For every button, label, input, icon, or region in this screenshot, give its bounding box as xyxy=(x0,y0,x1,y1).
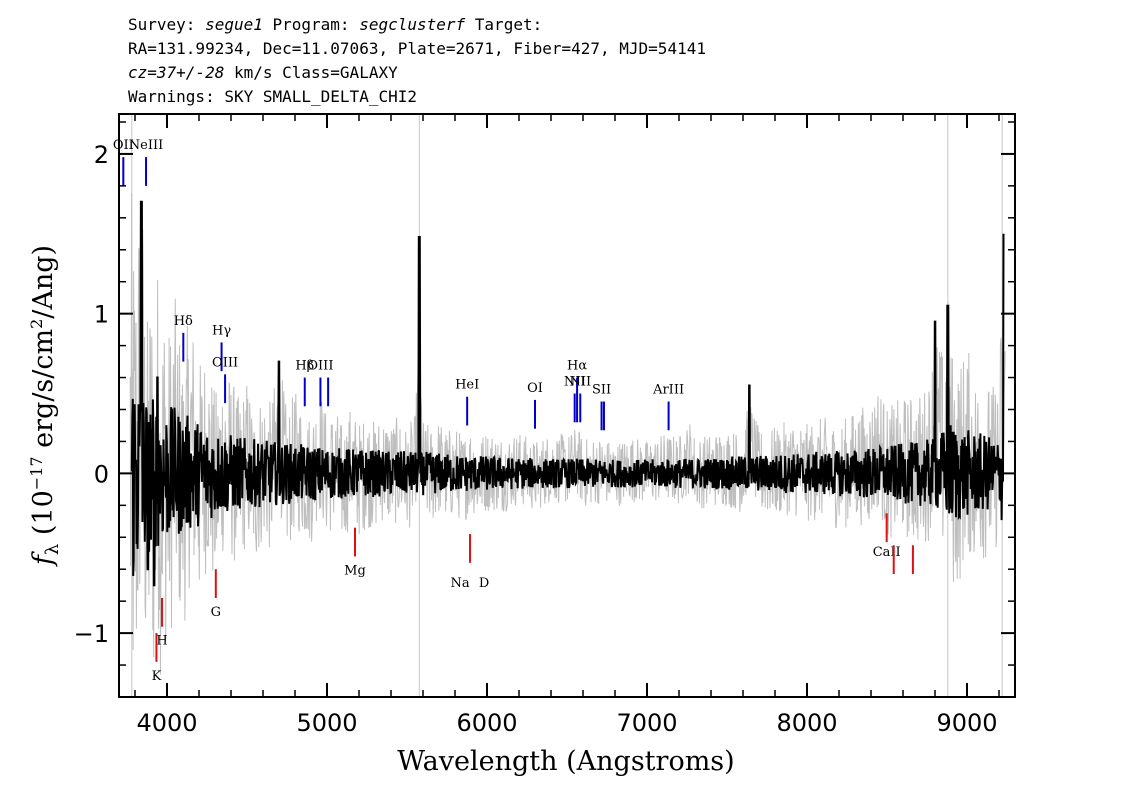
header-line-4: Warnings: SKY SMALL_DELTA_CHI2 xyxy=(128,87,417,106)
absorption-line-label: D xyxy=(479,576,489,591)
emission-line-label: OI xyxy=(527,381,543,396)
error-trace xyxy=(129,192,1006,675)
header: Survey: segue1 Program: segclusterf Targ… xyxy=(128,15,706,106)
absorption-line-label: G xyxy=(211,605,221,620)
plot-border xyxy=(118,113,1016,698)
header-line-2: RA=131.99234, Dec=11.07063, Plate=2671, … xyxy=(128,39,706,58)
emission-line-label: OIII xyxy=(307,359,333,374)
axis-ticks: 4000 5000 6000 7000 8000 9000 −1 0 1 2 xyxy=(74,114,1015,737)
plot-frame xyxy=(118,113,1016,698)
y-tick-label: −1 xyxy=(74,620,109,648)
x-tick-label: 5000 xyxy=(296,709,357,737)
emission-line-label: NeIII xyxy=(129,138,163,153)
x-tick-label: 4000 xyxy=(136,709,197,737)
emission-line-label: HeI xyxy=(455,378,479,393)
emission-line-label: NII xyxy=(564,375,586,390)
x-axis-title: Wavelength (Angstroms) xyxy=(397,746,734,777)
absorption-line-label: Mg xyxy=(344,563,366,578)
y-tick-label: 0 xyxy=(94,460,109,488)
emission-line-label: ArIII xyxy=(652,383,684,398)
emission-line-label: OIII xyxy=(212,355,238,370)
y-tick-label: 2 xyxy=(94,141,109,169)
emission-line-label: Hα xyxy=(567,359,587,374)
y-axis-title: fλ (10−17 erg/s/cm2/Ang) xyxy=(27,245,63,567)
emission-line-label: NII xyxy=(569,375,591,390)
emission-line-label: Hδ xyxy=(174,314,193,329)
header-line-1: Survey: segue1 Program: segclusterf Targ… xyxy=(128,15,542,34)
y-tick-label: 1 xyxy=(94,301,109,329)
emission-line-label: SII xyxy=(592,383,611,398)
header-line-3: cz=37+/-28 km/s Class=GALAXY xyxy=(128,63,398,82)
absorption-line-label: Na xyxy=(450,576,469,591)
absorption-line-label: K xyxy=(152,669,162,684)
x-tick-label: 8000 xyxy=(776,709,837,737)
flux-series xyxy=(130,200,1005,587)
flux-trace xyxy=(130,200,1005,587)
emission-line-label: Hβ xyxy=(295,359,314,374)
x-tick-label: 6000 xyxy=(456,709,517,737)
x-tick-label: 7000 xyxy=(616,709,677,737)
absorption-line-label: CaII xyxy=(873,545,901,560)
error-series xyxy=(129,192,1006,675)
absorption-line-label: H xyxy=(156,634,167,649)
vertical-grid-lines xyxy=(131,114,1003,697)
x-tick-label: 9000 xyxy=(936,709,997,737)
emission-line-label: Hγ xyxy=(212,323,231,338)
